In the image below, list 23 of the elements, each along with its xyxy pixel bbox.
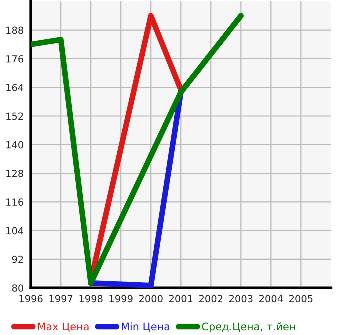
legend-label: Сред.Цена, т.йен: [202, 322, 296, 333]
y-tick-label: 176: [6, 55, 24, 63]
x-tick-label: 2000: [139, 295, 163, 303]
y-tick-label: 140: [6, 141, 24, 149]
y-tick-label: 92: [12, 256, 24, 264]
x-tick-label: 1998: [80, 295, 103, 303]
x-tick-label: 2003: [229, 295, 253, 303]
x-tick-label: 2002: [199, 295, 223, 303]
x-tick-label: 2001: [169, 295, 193, 303]
x-tick-label: 2004: [260, 295, 283, 303]
x-tick-label: 2005: [290, 295, 313, 303]
y-tick-label: 80: [12, 284, 24, 292]
y-tick-label: 188: [6, 26, 24, 34]
legend-label: Min Цена: [122, 322, 170, 332]
x-tick-label: 1999: [110, 295, 133, 303]
y-tick-label: 164: [6, 84, 24, 92]
x-tick-label: 1996: [20, 295, 43, 303]
legend-label: Max Цена: [38, 322, 89, 332]
y-tick-label: 116: [6, 198, 24, 206]
y-tick-label: 128: [6, 170, 24, 178]
x-tick-label: 1997: [50, 295, 73, 303]
y-tick-label: 152: [6, 112, 24, 120]
y-tick-label: 104: [6, 227, 24, 235]
